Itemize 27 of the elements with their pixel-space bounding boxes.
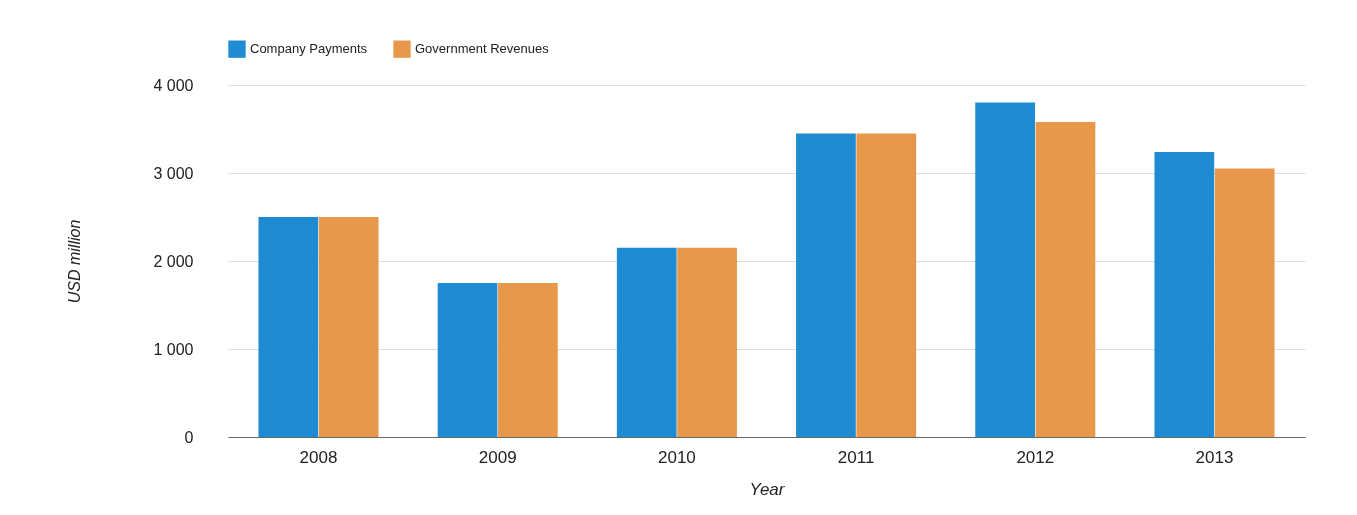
bar xyxy=(975,102,1035,437)
x-tick-label: 2009 xyxy=(478,447,517,467)
x-tick-label: 2010 xyxy=(657,447,696,467)
bar xyxy=(1035,121,1096,437)
bar xyxy=(616,247,677,437)
bar xyxy=(437,283,498,437)
bar xyxy=(1214,168,1275,437)
y-tick-label: 0 xyxy=(184,428,194,446)
bar xyxy=(796,133,856,437)
legend-label: Government Revenues xyxy=(415,41,550,57)
bar xyxy=(258,217,319,437)
x-tick-label: 2013 xyxy=(1195,447,1234,467)
y-tick-label: 1 000 xyxy=(153,340,194,358)
bar xyxy=(1154,151,1215,437)
y-axis-title: USD million xyxy=(66,219,84,304)
bar xyxy=(318,217,379,437)
bar xyxy=(677,247,737,437)
x-tick-label: 2012 xyxy=(1016,447,1055,467)
x-tick-label: 2011 xyxy=(837,447,875,467)
x-tick-label: 2008 xyxy=(299,447,338,467)
y-tick-label: 4 000 xyxy=(153,76,194,94)
bar xyxy=(856,133,917,437)
bar xyxy=(498,283,558,437)
y-tick-label: 2 000 xyxy=(153,252,194,270)
legend-label: Company Payments xyxy=(250,41,368,57)
y-tick-label: 3 000 xyxy=(153,164,194,182)
x-axis-title: Year xyxy=(749,479,786,499)
